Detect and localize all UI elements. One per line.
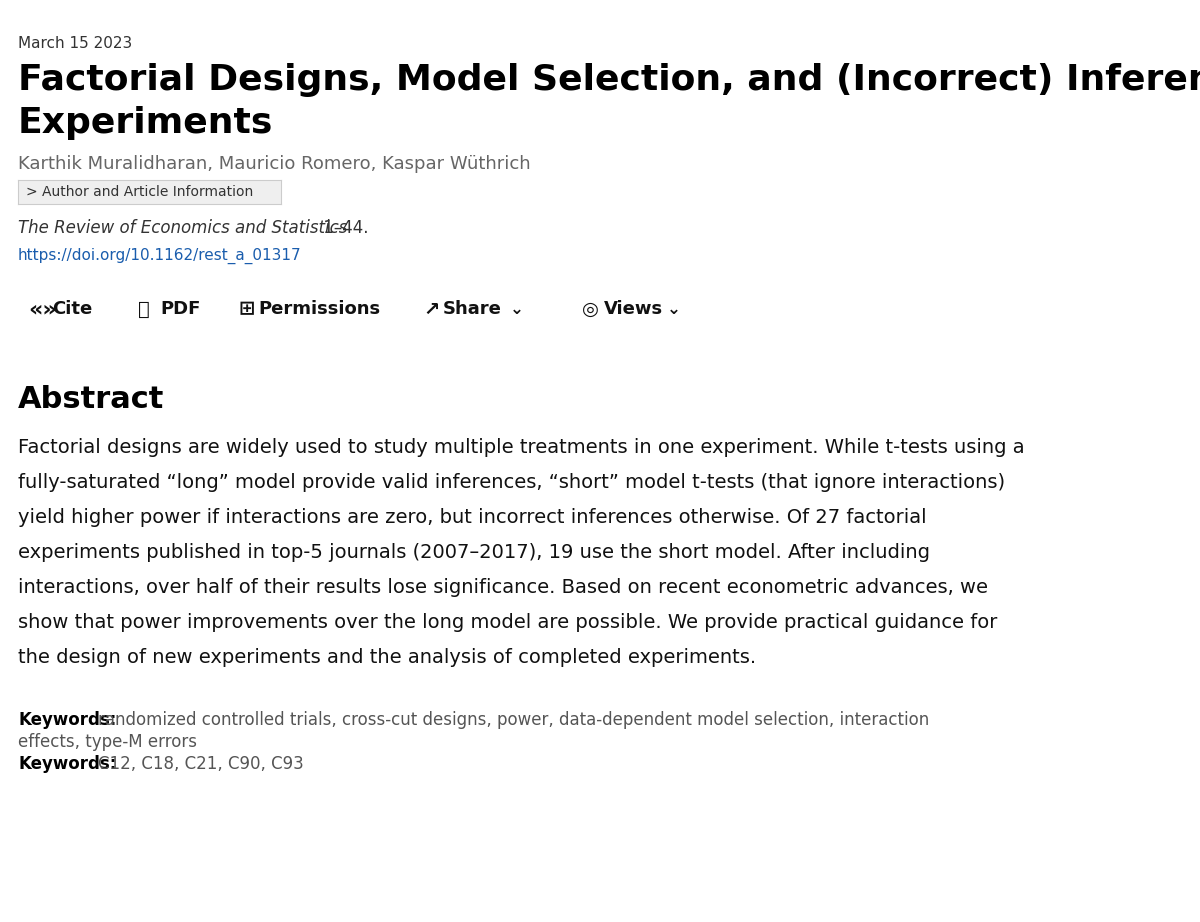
Text: Keywords:: Keywords: — [18, 711, 116, 729]
Text: Permissions: Permissions — [258, 300, 380, 318]
Text: Factorial Designs, Model Selection, and (Incorrect) Inference in Randomized: Factorial Designs, Model Selection, and … — [18, 63, 1200, 97]
Text: Cite: Cite — [52, 300, 92, 318]
Text: Factorial designs are widely used to study multiple treatments in one experiment: Factorial designs are widely used to stu… — [18, 438, 1025, 457]
Text: ⌄: ⌄ — [667, 300, 680, 318]
Text: ⊞: ⊞ — [238, 300, 254, 318]
Text: ◎: ◎ — [582, 300, 599, 318]
Text: effects, type-M errors: effects, type-M errors — [18, 733, 197, 751]
Text: experiments published in top-5 journals (2007–2017), 19 use the short model. Aft: experiments published in top-5 journals … — [18, 543, 930, 562]
Text: Experiments: Experiments — [18, 106, 274, 140]
Text: interactions, over half of their results lose significance. Based on recent econ: interactions, over half of their results… — [18, 578, 988, 597]
Text: yield higher power if interactions are zero, but incorrect inferences otherwise.: yield higher power if interactions are z… — [18, 508, 926, 527]
Text: The Review of Economics and Statistics: The Review of Economics and Statistics — [18, 219, 347, 237]
Text: C12, C18, C21, C90, C93: C12, C18, C21, C90, C93 — [98, 755, 304, 773]
Text: Share: Share — [443, 300, 502, 318]
Text: March 15 2023: March 15 2023 — [18, 36, 132, 51]
Text: ⎙: ⎙ — [138, 300, 150, 318]
Text: Keywords:: Keywords: — [18, 755, 116, 773]
Text: ↗: ↗ — [424, 300, 439, 318]
Text: «»: «» — [28, 299, 56, 319]
Text: ⌄: ⌄ — [510, 300, 524, 318]
Text: Views: Views — [604, 300, 664, 318]
Text: the design of new experiments and the analysis of completed experiments.: the design of new experiments and the an… — [18, 648, 756, 667]
Text: fully-saturated “long” model provide valid inferences, “short” model t-tests (th: fully-saturated “long” model provide val… — [18, 473, 1006, 492]
Text: > Author and Article Information: > Author and Article Information — [26, 185, 253, 199]
Text: https://doi.org/10.1162/rest_a_01317: https://doi.org/10.1162/rest_a_01317 — [18, 248, 301, 265]
Text: Abstract: Abstract — [18, 385, 164, 414]
Text: PDF: PDF — [160, 300, 200, 318]
Text: randomized controlled trials, cross-cut designs, power, data-dependent model sel: randomized controlled trials, cross-cut … — [98, 711, 929, 729]
Text: show that power improvements over the long model are possible. We provide practi: show that power improvements over the lo… — [18, 613, 997, 632]
Text: Karthik Muralidharan, Mauricio Romero, Kaspar Wüthrich: Karthik Muralidharan, Mauricio Romero, K… — [18, 155, 530, 173]
Text: 1–44.: 1–44. — [318, 219, 368, 237]
